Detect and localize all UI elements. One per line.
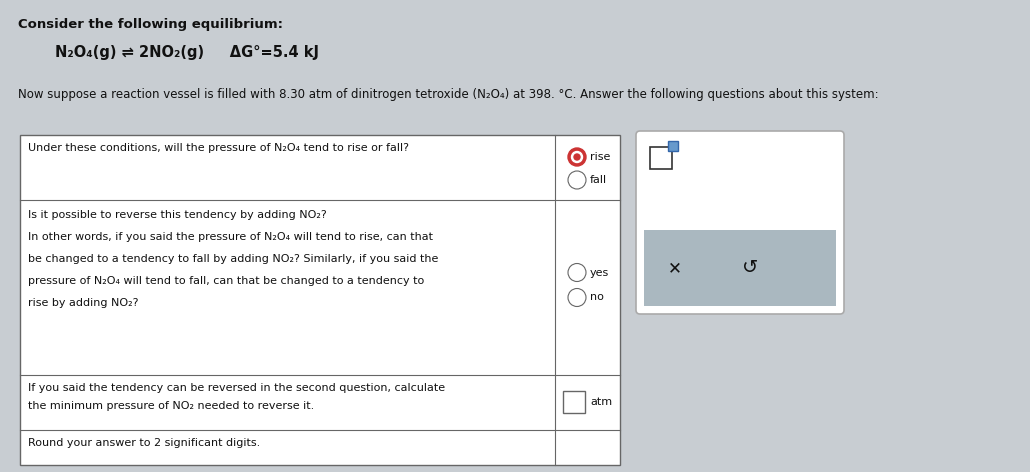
Bar	[644, 230, 836, 306]
Circle shape	[574, 154, 580, 160]
FancyBboxPatch shape	[636, 131, 844, 314]
Text: no: no	[590, 293, 604, 303]
Text: rise by adding NO₂?: rise by adding NO₂?	[28, 298, 138, 308]
Text: Is it possible to reverse this tendency by adding NO₂?: Is it possible to reverse this tendency …	[28, 210, 327, 220]
Text: yes: yes	[590, 268, 610, 278]
Text: ✕: ✕	[668, 259, 682, 277]
Text: N₂O₄(g) ⇌ 2NO₂(g)     ΔG°=5.4 kJ: N₂O₄(g) ⇌ 2NO₂(g) ΔG°=5.4 kJ	[55, 45, 319, 60]
Text: Now suppose a reaction vessel is filled with 8.30 atm of dinitrogen tetroxide (N: Now suppose a reaction vessel is filled …	[18, 88, 879, 101]
Text: fall: fall	[590, 175, 607, 185]
Bar	[668, 141, 678, 151]
Circle shape	[568, 148, 586, 166]
Circle shape	[568, 171, 586, 189]
Text: the minimum pressure of NO₂ needed to reverse it.: the minimum pressure of NO₂ needed to re…	[28, 401, 314, 411]
Text: If you said the tendency can be reversed in the second question, calculate: If you said the tendency can be reversed…	[28, 383, 445, 393]
Text: atm: atm	[590, 397, 612, 407]
Circle shape	[568, 288, 586, 306]
Text: ↺: ↺	[742, 259, 758, 278]
Text: Round your answer to 2 significant digits.: Round your answer to 2 significant digit…	[28, 438, 261, 448]
Circle shape	[568, 263, 586, 281]
Text: rise: rise	[590, 152, 611, 162]
Text: In other words, if you said the pressure of N₂O₄ will tend to rise, can that: In other words, if you said the pressure…	[28, 232, 433, 242]
Bar	[20, 135, 620, 465]
Text: Under these conditions, will the pressure of N₂O₄ tend to rise or fall?: Under these conditions, will the pressur…	[28, 143, 409, 153]
Text: Consider the following equilibrium:: Consider the following equilibrium:	[18, 18, 283, 31]
Text: be changed to a tendency to fall by adding NO₂? Similarly, if you said the: be changed to a tendency to fall by addi…	[28, 254, 439, 264]
Circle shape	[572, 152, 583, 162]
Bar	[563, 391, 585, 413]
Bar	[650, 147, 672, 169]
Text: pressure of N₂O₄ will tend to fall, can that be changed to a tendency to: pressure of N₂O₄ will tend to fall, can …	[28, 276, 424, 286]
